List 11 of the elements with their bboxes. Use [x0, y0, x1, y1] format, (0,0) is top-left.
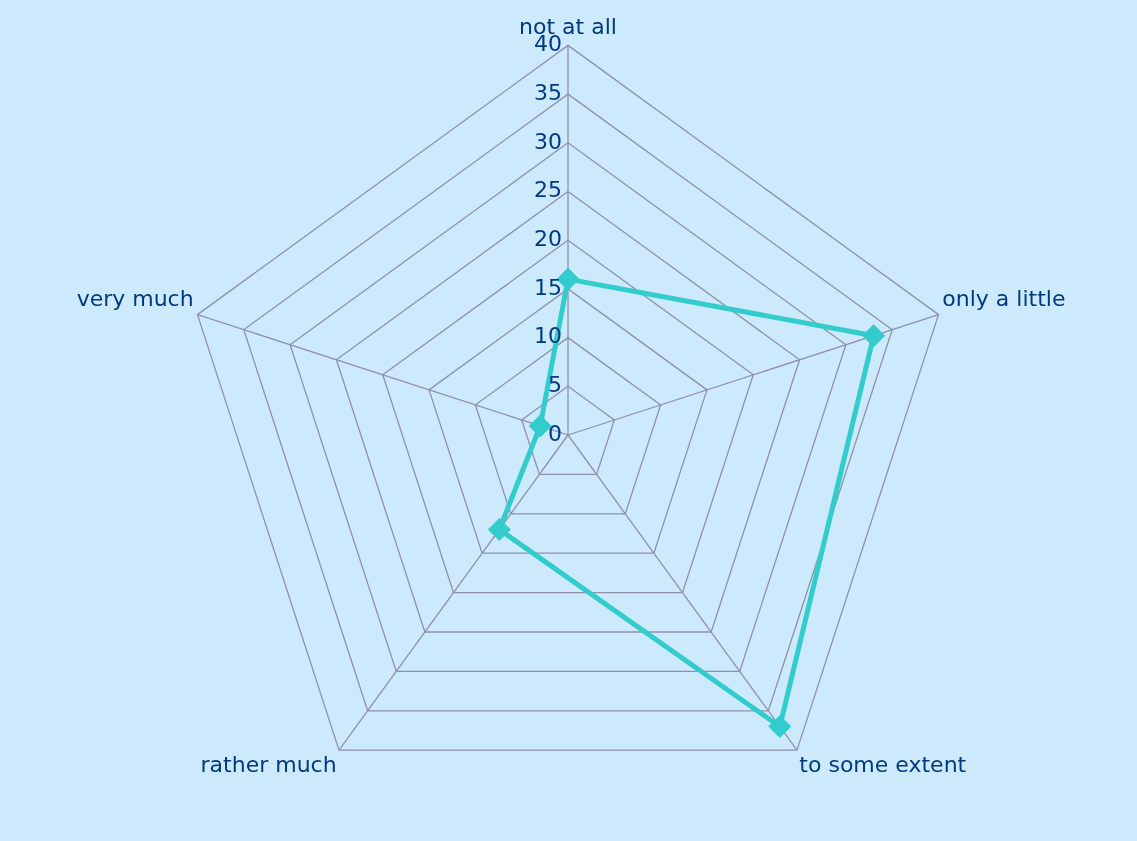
y-tick-label: 15 — [534, 274, 562, 300]
spoke-label: very much — [76, 285, 194, 311]
spoke-label: to some extent — [799, 752, 967, 778]
spoke-label: only a little — [942, 285, 1066, 311]
y-tick-label: 30 — [534, 128, 562, 154]
y-tick-label: 5 — [548, 372, 562, 398]
y-tick-label: 0 — [548, 420, 562, 446]
y-tick-label: 25 — [534, 177, 562, 203]
spoke-label: rather much — [200, 752, 337, 778]
y-tick-label: 35 — [534, 79, 562, 105]
y-tick-label: 20 — [534, 225, 562, 251]
